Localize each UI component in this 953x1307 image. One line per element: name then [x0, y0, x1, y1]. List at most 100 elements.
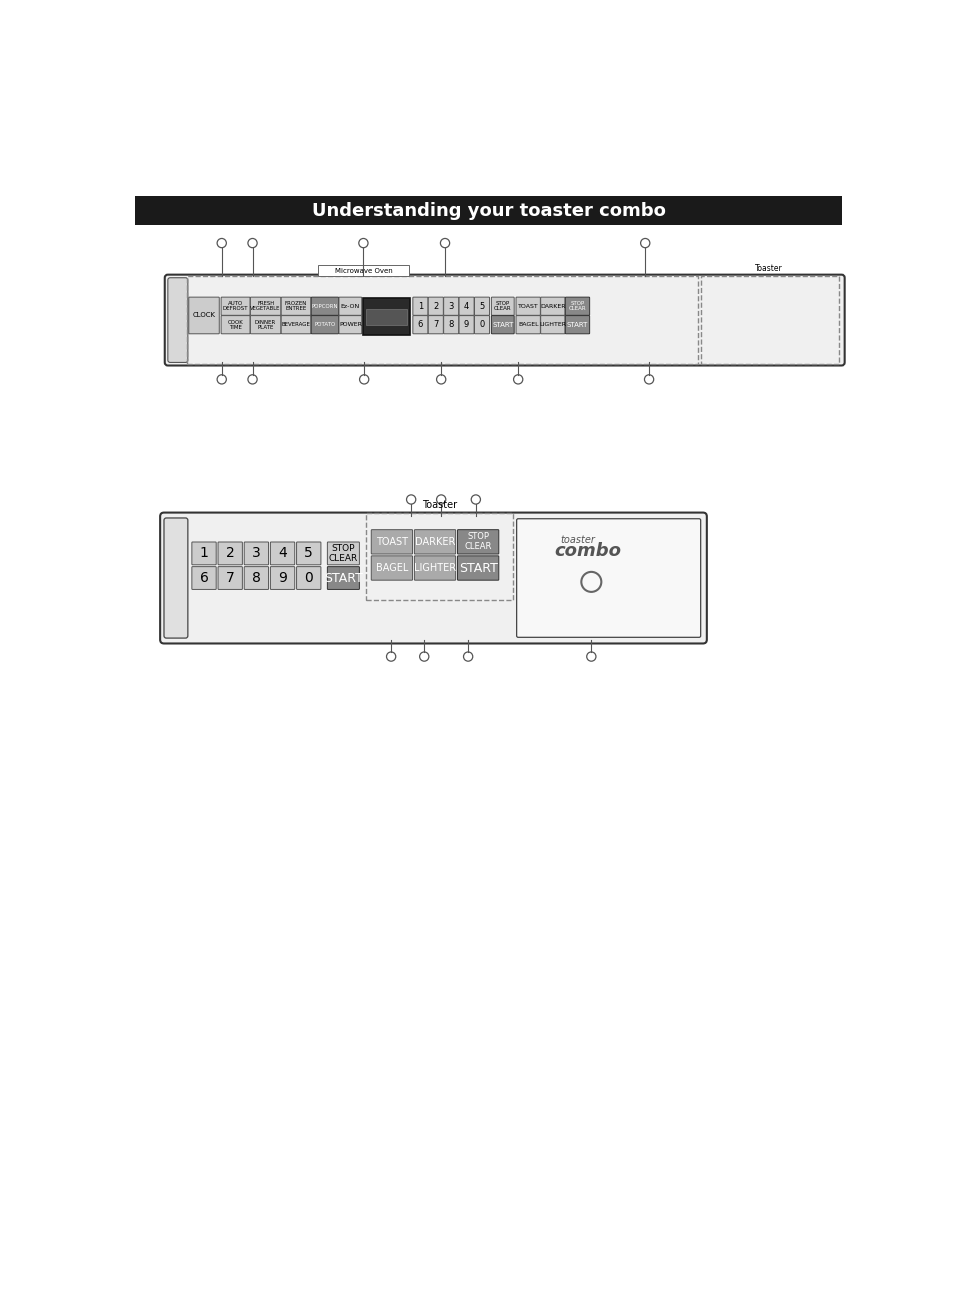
- Text: START: START: [324, 571, 362, 584]
- Text: START: START: [492, 322, 513, 328]
- FancyBboxPatch shape: [281, 297, 311, 315]
- Text: STOP
CLEAR: STOP CLEAR: [464, 532, 492, 552]
- Text: Toaster: Toaster: [755, 264, 782, 273]
- FancyBboxPatch shape: [565, 315, 589, 333]
- Text: COOK
TIME: COOK TIME: [228, 319, 243, 329]
- Text: 1: 1: [199, 546, 209, 561]
- Text: 0: 0: [304, 571, 313, 586]
- FancyBboxPatch shape: [244, 542, 268, 565]
- Text: TOAST: TOAST: [375, 537, 408, 546]
- Text: combo: combo: [554, 542, 620, 561]
- FancyBboxPatch shape: [311, 315, 338, 333]
- FancyBboxPatch shape: [168, 277, 188, 362]
- Text: POTATO: POTATO: [314, 323, 335, 327]
- FancyBboxPatch shape: [311, 297, 338, 315]
- Text: START: START: [458, 562, 497, 575]
- FancyBboxPatch shape: [516, 315, 539, 333]
- FancyBboxPatch shape: [270, 567, 294, 589]
- Text: 6: 6: [417, 320, 422, 329]
- FancyBboxPatch shape: [327, 567, 359, 589]
- FancyBboxPatch shape: [457, 555, 498, 580]
- FancyBboxPatch shape: [250, 315, 280, 333]
- Text: TOAST: TOAST: [517, 303, 538, 308]
- FancyBboxPatch shape: [218, 567, 242, 589]
- Text: POPCORN: POPCORN: [312, 303, 338, 308]
- Text: 2: 2: [433, 302, 438, 311]
- FancyBboxPatch shape: [428, 297, 443, 315]
- Text: 5: 5: [304, 546, 313, 561]
- Text: AUTO
DEFROST: AUTO DEFROST: [223, 301, 248, 311]
- FancyBboxPatch shape: [164, 518, 188, 638]
- FancyBboxPatch shape: [250, 297, 280, 315]
- FancyBboxPatch shape: [413, 315, 428, 333]
- FancyBboxPatch shape: [221, 297, 250, 315]
- Text: STOP
CLEAR: STOP CLEAR: [494, 301, 511, 311]
- FancyBboxPatch shape: [296, 567, 320, 589]
- FancyBboxPatch shape: [327, 542, 359, 565]
- Text: 0: 0: [478, 320, 484, 329]
- Text: FRESH
VEGETABLE: FRESH VEGETABLE: [251, 301, 280, 311]
- Text: 6: 6: [199, 571, 209, 586]
- FancyBboxPatch shape: [270, 542, 294, 565]
- Text: Ez-ON: Ez-ON: [340, 303, 359, 308]
- FancyBboxPatch shape: [414, 555, 456, 580]
- FancyBboxPatch shape: [218, 542, 242, 565]
- Text: STOP
CLEAR: STOP CLEAR: [568, 301, 586, 311]
- FancyBboxPatch shape: [458, 315, 474, 333]
- Text: 3: 3: [448, 302, 454, 311]
- FancyBboxPatch shape: [540, 297, 564, 315]
- Text: START: START: [566, 322, 588, 328]
- FancyBboxPatch shape: [192, 542, 216, 565]
- FancyBboxPatch shape: [565, 297, 589, 315]
- Text: BEVERAGE: BEVERAGE: [281, 323, 310, 327]
- FancyBboxPatch shape: [160, 512, 706, 643]
- FancyBboxPatch shape: [165, 274, 843, 366]
- FancyBboxPatch shape: [516, 297, 539, 315]
- FancyBboxPatch shape: [371, 529, 412, 554]
- Text: DARKER: DARKER: [415, 537, 455, 546]
- FancyBboxPatch shape: [457, 529, 498, 554]
- FancyBboxPatch shape: [428, 315, 443, 333]
- Text: BAGEL: BAGEL: [375, 563, 408, 572]
- Text: STOP
CLEAR: STOP CLEAR: [329, 544, 357, 563]
- Bar: [700, 276, 838, 363]
- FancyBboxPatch shape: [192, 567, 216, 589]
- Text: Microwave Oven: Microwave Oven: [335, 268, 392, 273]
- FancyBboxPatch shape: [189, 297, 219, 333]
- FancyBboxPatch shape: [443, 315, 458, 333]
- Text: 9: 9: [463, 320, 469, 329]
- Text: 4: 4: [278, 546, 287, 561]
- FancyBboxPatch shape: [413, 297, 428, 315]
- Text: 2: 2: [226, 546, 234, 561]
- FancyBboxPatch shape: [281, 315, 311, 333]
- Bar: [317, 265, 409, 276]
- Text: CLOCK: CLOCK: [193, 312, 215, 319]
- Text: 3: 3: [252, 546, 260, 561]
- FancyBboxPatch shape: [540, 315, 564, 333]
- Text: 8: 8: [448, 320, 454, 329]
- FancyBboxPatch shape: [414, 529, 456, 554]
- Bar: [187, 276, 697, 363]
- Text: toaster: toaster: [560, 535, 595, 545]
- FancyBboxPatch shape: [221, 315, 250, 333]
- Text: POWER: POWER: [338, 323, 361, 327]
- FancyBboxPatch shape: [338, 315, 361, 333]
- FancyBboxPatch shape: [443, 297, 458, 315]
- FancyBboxPatch shape: [338, 297, 361, 315]
- Text: 1: 1: [417, 302, 422, 311]
- Text: 7: 7: [433, 320, 438, 329]
- FancyBboxPatch shape: [371, 555, 412, 580]
- FancyBboxPatch shape: [296, 542, 320, 565]
- Text: BAGEL: BAGEL: [517, 323, 537, 327]
- FancyBboxPatch shape: [474, 315, 489, 333]
- Bar: [366, 514, 513, 600]
- Text: 5: 5: [478, 302, 484, 311]
- Text: Toaster: Toaster: [421, 499, 456, 510]
- Text: 9: 9: [278, 571, 287, 586]
- Bar: [362, 298, 410, 335]
- Bar: [135, 196, 841, 225]
- FancyBboxPatch shape: [458, 297, 474, 315]
- Text: LIGHTER: LIGHTER: [414, 563, 456, 572]
- Text: DARKER: DARKER: [539, 303, 565, 308]
- FancyBboxPatch shape: [491, 297, 514, 315]
